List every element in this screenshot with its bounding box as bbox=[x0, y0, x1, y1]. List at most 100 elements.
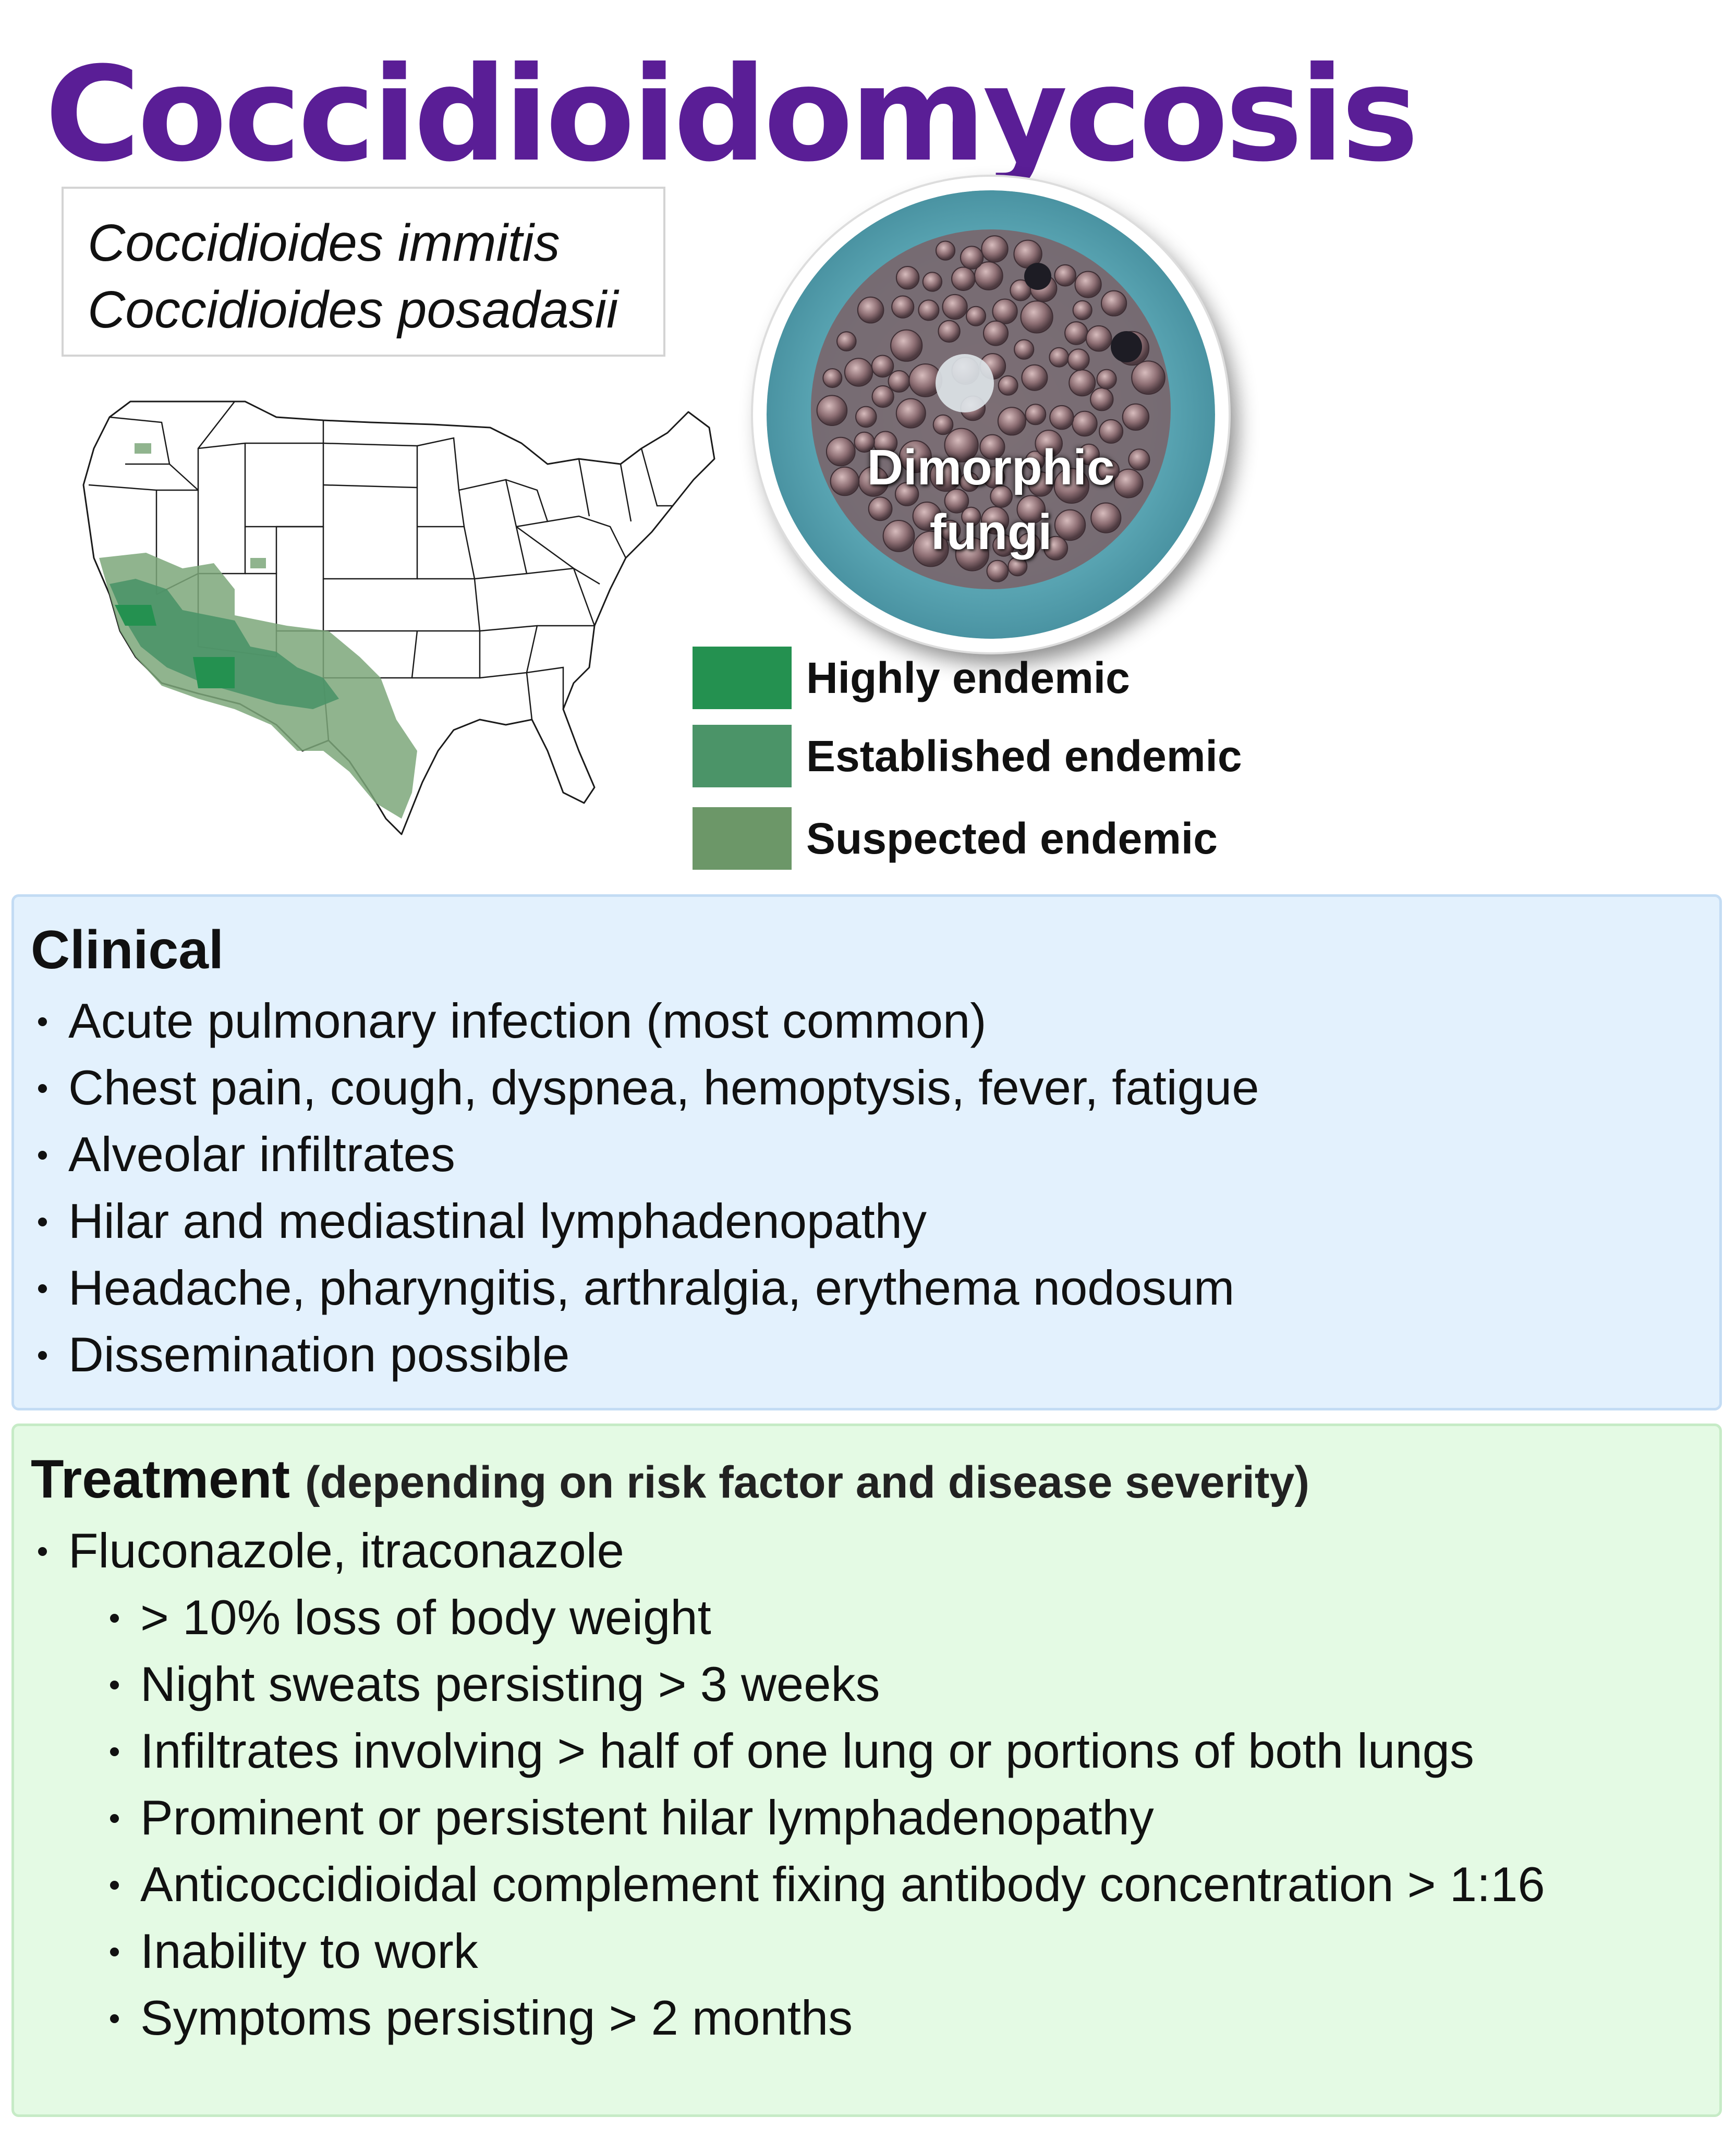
spherule-image: Dimorphic fungi bbox=[767, 190, 1215, 639]
endospore bbox=[891, 295, 915, 319]
list-item: Fluconazole, itraconazole bbox=[31, 1517, 1545, 1584]
endospore bbox=[1043, 536, 1069, 561]
endospore bbox=[1014, 339, 1035, 360]
list-item: Inability to work bbox=[31, 1918, 1545, 1985]
endospore bbox=[899, 440, 932, 473]
endospore bbox=[1053, 468, 1090, 504]
endospore bbox=[1016, 495, 1046, 525]
endospore bbox=[1072, 410, 1098, 437]
established-endemic-region bbox=[110, 579, 339, 709]
endospore bbox=[981, 235, 1009, 263]
page-title: Coccidioidomycosis bbox=[45, 39, 1419, 190]
endospore bbox=[825, 436, 856, 467]
endospore bbox=[1007, 556, 1028, 577]
endospore bbox=[1085, 325, 1112, 352]
endospore bbox=[986, 559, 1009, 582]
endospore bbox=[822, 368, 843, 388]
clinical-heading: Clinical bbox=[31, 920, 224, 980]
endospore bbox=[1025, 451, 1045, 471]
endospore bbox=[895, 266, 920, 290]
endospore bbox=[1122, 403, 1150, 431]
endospore bbox=[1090, 387, 1114, 411]
endospore bbox=[939, 519, 961, 541]
endospore bbox=[912, 501, 942, 531]
endospore bbox=[935, 240, 956, 261]
endospore bbox=[1028, 471, 1054, 497]
endospore bbox=[918, 299, 940, 321]
endospore bbox=[998, 375, 1018, 396]
list-item: Anticoccidioidal complement fixing antib… bbox=[31, 1851, 1545, 1918]
endospore bbox=[1101, 290, 1127, 317]
legend-swatch bbox=[693, 647, 792, 709]
endospore bbox=[1072, 300, 1092, 320]
endospore bbox=[1049, 347, 1070, 368]
endospore bbox=[1090, 502, 1122, 533]
list-item: Chest pain, cough, dyspnea, hemoptysis, … bbox=[31, 1054, 1259, 1121]
endospore bbox=[854, 431, 875, 453]
endospore bbox=[816, 395, 848, 427]
list-item: Alveolar infiltrates bbox=[31, 1121, 1259, 1188]
highly-endemic-region bbox=[193, 657, 235, 688]
legend-label: Highly endemic bbox=[806, 653, 1130, 702]
endospore bbox=[944, 489, 969, 514]
us-endemic-map bbox=[82, 400, 715, 835]
endospore bbox=[855, 406, 877, 428]
highly-endemic-region bbox=[115, 605, 156, 626]
endospore bbox=[836, 331, 857, 351]
endospore bbox=[895, 398, 926, 429]
endospore bbox=[932, 414, 954, 435]
endospore bbox=[983, 320, 1009, 346]
endospore bbox=[1099, 419, 1124, 444]
endospore bbox=[1067, 348, 1090, 371]
treatment-heading: Treatment (depending on risk factor and … bbox=[31, 1448, 1309, 1514]
legend-label: Suspected endemic bbox=[806, 814, 1218, 863]
endospore bbox=[890, 329, 923, 362]
legend-label: Established endemic bbox=[806, 732, 1242, 781]
endospore bbox=[1074, 271, 1102, 298]
treatment-subtitle: (depending on risk factor and disease se… bbox=[305, 1457, 1309, 1507]
endospore bbox=[1131, 360, 1166, 395]
endospore bbox=[990, 485, 1013, 508]
endospore bbox=[1113, 468, 1144, 498]
endospore bbox=[951, 266, 976, 291]
endospore bbox=[992, 534, 1015, 557]
endospore bbox=[830, 466, 860, 496]
spherule-label: Dimorphic fungi bbox=[867, 440, 1115, 560]
endospore bbox=[942, 294, 968, 320]
endospore bbox=[1025, 404, 1047, 425]
list-item: Acute pulmonary infection (most common) bbox=[31, 988, 1259, 1054]
endospore bbox=[1097, 459, 1120, 482]
legend-swatch bbox=[693, 725, 792, 787]
list-item: Prominent or persistent hilar lymphadeno… bbox=[31, 1784, 1545, 1851]
endospore bbox=[1035, 430, 1063, 458]
endospore bbox=[959, 472, 980, 492]
endospore bbox=[1020, 300, 1053, 334]
endospore bbox=[1069, 369, 1096, 397]
list-item: Headache, pharyngitis, arthralgia, eryth… bbox=[31, 1255, 1259, 1321]
endospore bbox=[961, 506, 981, 527]
endospore bbox=[966, 306, 986, 326]
list-item: Hilar and mediastinal lymphadenopathy bbox=[31, 1188, 1259, 1255]
endospore bbox=[938, 320, 961, 343]
clinical-panel: Clinical Acute pulmonary infection (most… bbox=[11, 894, 1722, 1410]
list-item: > 10% loss of body weight bbox=[31, 1584, 1545, 1651]
list-item: Symptoms persisting > 2 months bbox=[31, 1985, 1545, 2051]
endospore bbox=[871, 355, 894, 378]
endospore bbox=[955, 537, 989, 571]
endospore bbox=[1021, 364, 1048, 391]
endospore bbox=[981, 506, 1010, 535]
treatment-list: Fluconazole, itraconazole > 10% loss of … bbox=[31, 1517, 1545, 2051]
endospore bbox=[888, 370, 911, 393]
treatment-panel: Treatment (depending on risk factor and … bbox=[11, 1424, 1722, 2117]
endospore bbox=[894, 482, 919, 506]
list-item: Dissemination possible bbox=[31, 1321, 1259, 1388]
endospore bbox=[979, 434, 1005, 460]
endospore bbox=[882, 520, 915, 552]
endospore bbox=[960, 246, 984, 270]
endospore bbox=[1078, 443, 1100, 466]
endospore bbox=[992, 298, 1018, 324]
endospore bbox=[857, 296, 884, 324]
species-name: Coccidioides posadasii bbox=[88, 281, 618, 339]
endospore bbox=[1054, 264, 1077, 287]
endospore bbox=[868, 496, 893, 521]
